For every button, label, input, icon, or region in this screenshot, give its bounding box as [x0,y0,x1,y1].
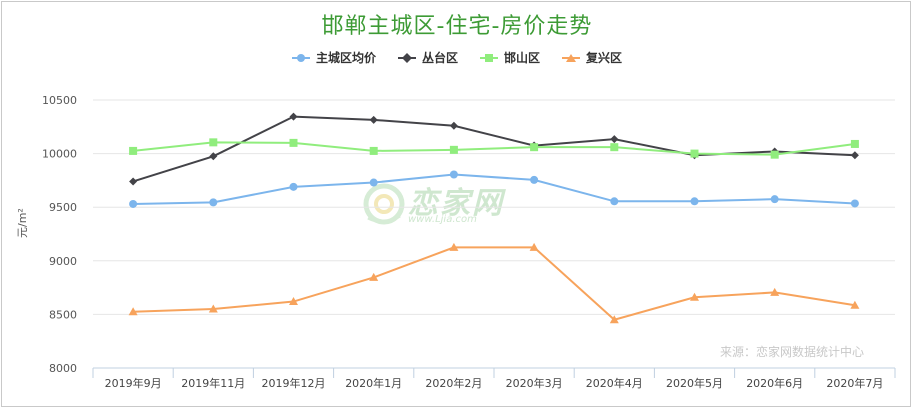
data-point[interactable] [690,149,699,158]
data-point[interactable] [449,170,458,179]
data-point[interactable] [369,272,379,281]
data-point[interactable] [770,195,779,204]
data-point[interactable] [128,307,138,316]
chart-title: 邯郸主城区-住宅-房价走势 [321,14,593,39]
source-note: 来源：恋家网数据统计中心 [720,345,865,359]
x-tick-label: 2020年4月 [586,376,643,390]
legend-label: 丛台区 [421,51,458,65]
data-point[interactable] [209,152,218,161]
y-tick-label: 10000 [42,148,77,161]
data-point[interactable] [610,197,619,206]
series-2 [129,138,859,159]
x-tick-label: 2020年3月 [506,376,563,390]
data-point[interactable] [289,112,298,121]
y-tick-label: 8500 [49,308,77,321]
data-point[interactable] [850,151,859,160]
data-point[interactable] [530,175,539,184]
watermark-url: www.Ljia.com [408,214,477,225]
watermark-logo-icon [362,182,406,230]
data-point[interactable] [449,121,458,130]
data-point[interactable] [770,150,779,159]
series-0 [129,170,859,208]
data-point[interactable] [610,135,619,144]
data-point[interactable] [369,115,378,124]
data-point[interactable] [690,292,699,301]
series-3 [128,242,860,324]
legend-label: 邯山区 [504,51,541,65]
legend-item-1[interactable]: 丛台区 [397,49,458,66]
legend-marker-square [480,53,498,62]
data-point[interactable] [850,139,859,148]
x-tick-label: 2019年9月 [105,376,162,390]
x-tick-label: 2020年7月 [826,376,883,390]
legend-marker-diamond [397,52,416,63]
data-point[interactable] [369,178,378,187]
legend-marker-triangle [562,53,581,62]
data-point[interactable] [610,143,619,152]
legend-item-2[interactable]: 邯山区 [480,49,540,66]
chart-legend: 主城区均价 丛台区 邯山区 复兴区 [0,49,914,66]
data-point[interactable] [129,177,138,186]
legend-item-0[interactable]: 主城区均价 [291,49,376,66]
x-tick-label: 2020年1月 [345,376,402,390]
data-point[interactable] [208,304,218,313]
data-point[interactable] [129,199,138,208]
data-point[interactable] [209,138,218,147]
data-point[interactable] [529,242,539,251]
data-point[interactable] [850,199,859,208]
data-point[interactable] [850,300,860,309]
x-tick-label: 2020年6月 [746,376,803,390]
legend-marker-circle [291,53,310,62]
y-tick-label: 8000 [49,362,77,375]
data-point[interactable] [289,138,298,147]
x-tick-label: 2020年5月 [666,376,723,390]
data-point[interactable] [449,145,458,154]
data-point[interactable] [129,146,138,155]
x-tick-label: 2019年12月 [262,376,326,390]
data-point[interactable] [690,197,699,206]
y-tick-label: 9000 [49,255,77,268]
data-point[interactable] [609,315,619,324]
data-point[interactable] [289,297,298,306]
data-point[interactable] [770,287,780,296]
x-tick-label: 2020年2月 [425,376,482,390]
series-line [132,141,856,156]
y-tick-label: 9500 [49,201,77,214]
x-tick-label: 2019年11月 [181,376,245,390]
y-tick-label: 10500 [42,94,77,107]
legend-item-3[interactable]: 复兴区 [562,49,622,66]
series-line [133,173,855,205]
series-line [133,246,856,321]
data-point[interactable] [209,198,218,207]
watermark-text: 恋家网 [408,186,504,221]
legend-label: 复兴区 [586,51,623,65]
data-point[interactable] [369,146,378,155]
data-point[interactable] [449,242,459,251]
legend-label: 主城区均价 [315,51,376,65]
data-point[interactable] [289,182,298,191]
data-point[interactable] [530,143,539,152]
